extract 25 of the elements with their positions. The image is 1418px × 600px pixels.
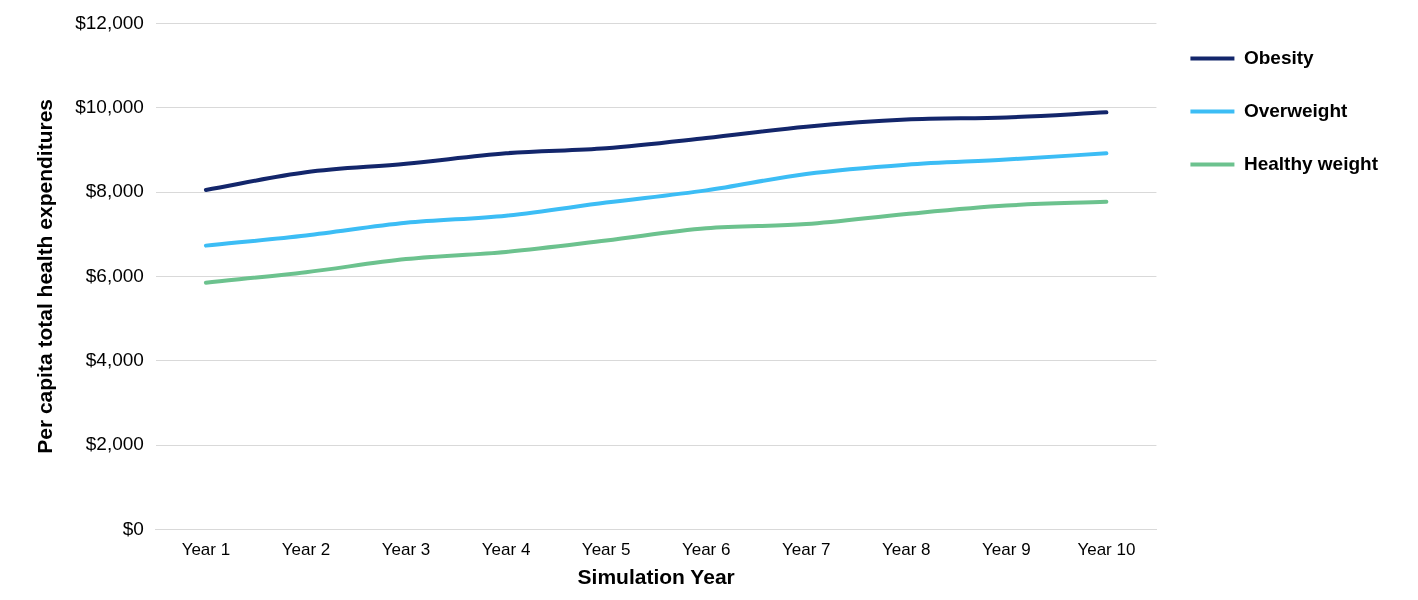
line-series [203,199,1109,285]
legend-label: Healthy weight [1243,152,1379,174]
line-series [203,151,1109,248]
y-axis-title: Per capita total health expenditures [33,99,57,454]
x-tick-label: Year 5 [581,540,631,560]
x-axis-title: Simulation Year [577,565,735,589]
x-tick-label: Year 9 [982,540,1031,560]
y-tick-label: $6,000 [85,264,144,286]
x-tick-label: Year 6 [681,540,731,560]
x-tick-label: Year 10 [1077,540,1136,560]
y-tick-label: $0 [122,517,144,539]
legend-label: Obesity [1243,46,1315,68]
y-tick-label: $2,000 [85,433,144,455]
legend-label: Overweight [1243,99,1349,121]
line-series [203,110,1109,192]
x-tick-label: Year 4 [481,540,531,560]
x-tick-label: Year 7 [781,540,831,560]
x-tick-label: Year 1 [181,540,231,560]
x-tick-label: Year 3 [381,540,431,560]
y-tick-label: $4,000 [85,348,144,370]
x-tick-label: Year 2 [281,540,331,560]
y-tick-label: $10,000 [75,95,144,117]
y-tick-label: $8,000 [85,180,144,202]
y-tick-label: $12,000 [75,11,144,33]
x-tick-label: Year 8 [882,540,931,560]
